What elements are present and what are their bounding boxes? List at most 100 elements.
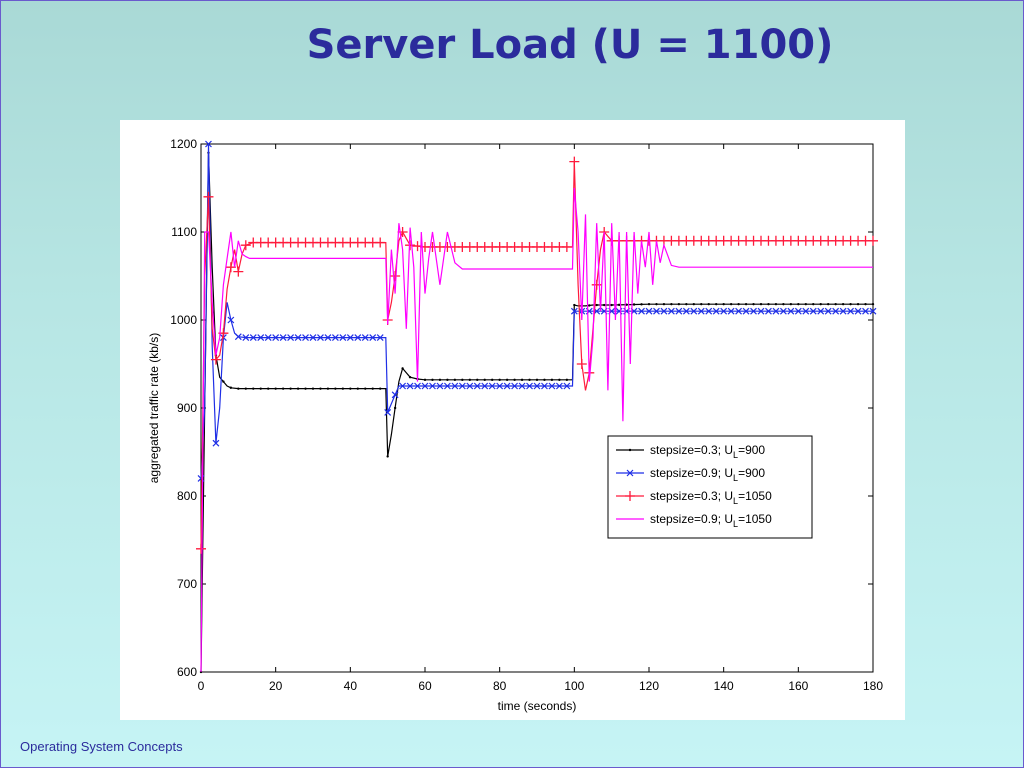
- series-1: [199, 151, 875, 674]
- data-point: [488, 382, 496, 390]
- data-point: [767, 302, 770, 306]
- data-point: [722, 302, 725, 306]
- data-point: [399, 382, 407, 390]
- data-point: [234, 333, 242, 341]
- data-point: [438, 378, 442, 382]
- data-point: [511, 382, 519, 390]
- data-point: [839, 307, 847, 315]
- data-point: [324, 334, 332, 342]
- y-tick-label: 900: [177, 401, 197, 415]
- data-point: [503, 382, 511, 390]
- data-point: [774, 302, 778, 306]
- x-tick-label: 40: [344, 679, 358, 693]
- data-point: [759, 302, 763, 306]
- data-point: [588, 304, 591, 307]
- data-point: [406, 382, 414, 390]
- data-point: [705, 307, 713, 315]
- data-point: [804, 302, 807, 306]
- legend-entry-main: stepsize=0.3; U: [650, 489, 733, 503]
- data-point: [737, 302, 740, 306]
- data-point: [289, 387, 292, 390]
- data-point: [354, 334, 362, 342]
- data-point: [595, 303, 598, 307]
- x-tick-label: 100: [564, 679, 584, 693]
- data-point: [854, 307, 862, 315]
- data-point: [697, 307, 705, 315]
- data-point: [414, 382, 421, 390]
- data-point: [222, 380, 225, 383]
- data-point: [727, 307, 735, 315]
- data-point: [287, 334, 295, 342]
- data-point: [667, 307, 675, 315]
- data-point: [561, 241, 572, 252]
- data-point: [397, 227, 408, 237]
- data-point: [675, 307, 683, 315]
- data-point: [431, 378, 434, 382]
- data-point: [533, 382, 541, 390]
- data-point: [294, 334, 302, 342]
- data-point: [361, 334, 369, 342]
- data-point: [834, 302, 837, 306]
- data-point: [757, 307, 765, 315]
- data-point: [617, 303, 621, 307]
- series-2: [197, 140, 877, 482]
- x-tick-label: 80: [493, 679, 507, 693]
- data-point: [408, 376, 412, 379]
- data-point: [436, 382, 444, 390]
- data-point: [379, 387, 382, 390]
- data-point: [794, 307, 802, 315]
- x-axis-label: time (seconds): [498, 699, 577, 713]
- data-point: [212, 439, 220, 447]
- x-tick-label: 160: [788, 679, 808, 693]
- series-line: [200, 143, 873, 479]
- data-point: [647, 302, 651, 306]
- data-point: [473, 382, 481, 390]
- data-point: [267, 387, 270, 390]
- data-point: [526, 382, 533, 390]
- data-point: [824, 307, 832, 315]
- data-point: [692, 302, 695, 306]
- data-point: [233, 266, 244, 277]
- data-point: [264, 334, 272, 342]
- data-point: [468, 378, 471, 382]
- legend-entry-main: stepsize=0.9; U: [650, 512, 733, 526]
- data-point: [249, 334, 257, 342]
- legend-entry: stepsize=0.3; UL=900: [650, 443, 765, 460]
- legend-marker: [625, 491, 635, 501]
- data-point: [869, 307, 877, 315]
- data-point: [311, 387, 315, 390]
- data-point: [339, 334, 347, 342]
- data-point: [375, 237, 386, 248]
- data-point: [558, 378, 561, 382]
- data-point: [827, 302, 830, 306]
- data-point: [528, 378, 531, 382]
- data-point: [304, 387, 307, 390]
- data-point: [548, 382, 556, 390]
- data-point: [281, 387, 285, 390]
- data-point: [682, 307, 690, 315]
- data-point: [563, 382, 571, 390]
- data-point: [576, 359, 587, 369]
- data-point: [451, 382, 459, 390]
- x-tick-label: 120: [639, 679, 659, 693]
- legend-box: [607, 435, 813, 539]
- data-point: [819, 302, 822, 306]
- data-point: [296, 387, 300, 390]
- data-point: [386, 455, 389, 458]
- data-point: [481, 382, 489, 390]
- legend-entry-subscript: L: [733, 519, 738, 529]
- data-point: [871, 302, 875, 306]
- plot-area: [200, 143, 874, 673]
- legend-entry-tail: =900: [738, 466, 765, 480]
- data-point: [279, 334, 287, 342]
- legend-entry-subscript: L: [733, 450, 738, 460]
- data-point: [655, 302, 658, 306]
- data-point: [240, 240, 251, 251]
- legend-marker: [626, 469, 634, 477]
- data-point: [789, 302, 793, 306]
- data-point: [591, 279, 602, 290]
- data-point: [461, 378, 464, 382]
- data-point: [849, 302, 852, 306]
- data-point: [712, 307, 720, 315]
- data-point: [653, 307, 660, 315]
